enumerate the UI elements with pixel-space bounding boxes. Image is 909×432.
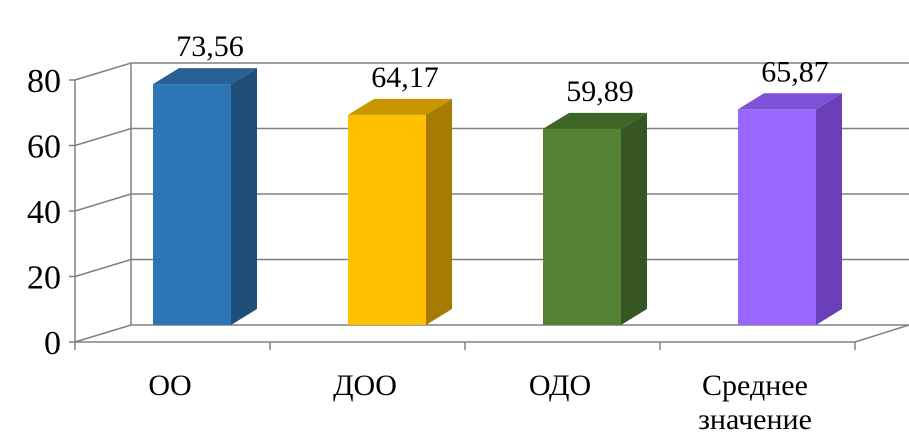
y-tick-label: 20 <box>27 260 61 297</box>
bar-side <box>621 112 647 325</box>
bar-1 <box>348 98 452 325</box>
category-label-line: значение <box>698 403 812 432</box>
y-tick-label: 60 <box>27 129 61 166</box>
data-labels: 73,56 64,17 59,89 65,87 <box>176 30 829 108</box>
category-label-line: ОДО <box>529 369 591 402</box>
data-label: 64,17 <box>371 61 439 94</box>
bar-0 <box>153 68 257 325</box>
bar-front <box>738 109 816 325</box>
category-label-line: Среднее <box>702 369 808 402</box>
bar-top <box>153 68 257 85</box>
floor-right-edge <box>854 324 909 343</box>
bar-2 <box>543 112 647 325</box>
y-tick-label: 80 <box>27 63 61 100</box>
data-label: 73,56 <box>176 30 244 63</box>
bar-top <box>348 98 452 115</box>
bar-front <box>543 128 621 325</box>
category-label: ДОО <box>333 369 397 402</box>
y-tick-labels: 0 20 40 60 80 <box>27 63 61 362</box>
bar-3 <box>738 93 842 325</box>
category-label: ОО <box>148 369 191 402</box>
bar-side <box>426 98 452 325</box>
bar-front <box>348 114 426 325</box>
bar-side <box>231 68 257 325</box>
category-label: Среднее значение <box>698 369 812 432</box>
bar-side <box>816 93 842 325</box>
y-tick-label: 40 <box>27 194 61 231</box>
data-label: 59,89 <box>566 75 634 108</box>
y-tick-label: 0 <box>44 325 61 362</box>
category-label: ОДО <box>529 369 591 402</box>
bars <box>153 68 842 325</box>
category-labels: ОО ДОО ОДО Среднее значение <box>148 369 812 432</box>
gridline-0 <box>74 324 909 343</box>
axis-layer <box>69 63 909 350</box>
bar-top <box>738 93 842 110</box>
category-label-line: ДОО <box>333 369 397 402</box>
bar-top <box>543 112 647 129</box>
bar-front <box>153 84 231 325</box>
category-label-line: ОО <box>148 369 191 402</box>
data-label: 65,87 <box>761 55 829 88</box>
